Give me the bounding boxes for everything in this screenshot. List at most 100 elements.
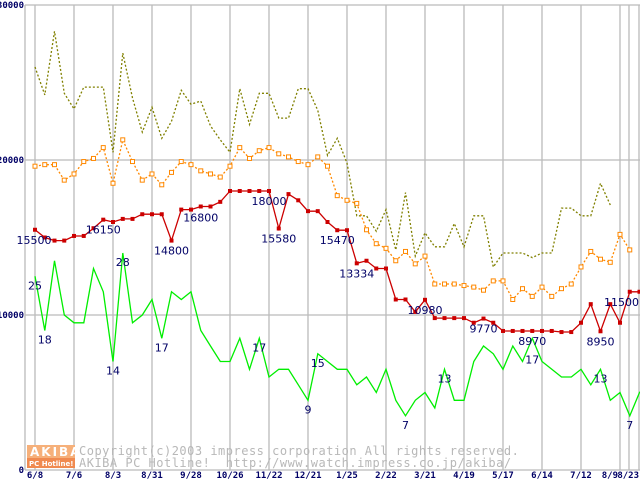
data-label-shops: 28 <box>116 256 130 269</box>
x-tick-label: 9/28 <box>180 471 202 480</box>
data-point-average <box>617 231 623 237</box>
data-point-average <box>120 137 126 143</box>
x-axis: 6/8 7/6 8/3 8/31 9/28 10/26 11/22 12/21 1/25 2/22… <box>27 471 639 480</box>
series-shops <box>34 252 640 418</box>
data-point-average <box>344 197 350 203</box>
data-label-low: 13334 <box>339 267 374 280</box>
x-tick-label: 3/21 <box>414 471 436 480</box>
data-point-average <box>461 283 467 289</box>
x-tick-label: 8/3 <box>105 471 121 480</box>
data-point-low <box>491 320 496 325</box>
data-label-low: 9770 <box>470 323 498 336</box>
data-point-average <box>510 297 516 302</box>
data-point-average <box>588 248 594 254</box>
data-point-average <box>412 261 418 267</box>
data-point-low <box>159 212 164 217</box>
data-point-low <box>520 328 525 333</box>
data-point-low <box>130 216 135 221</box>
hotline-url-text: AKIBA PC Hotline! http://www.watch.impre… <box>79 456 512 470</box>
data-point-low <box>72 233 76 238</box>
data-point-average <box>529 293 535 299</box>
data-label-low: 18000 <box>252 195 287 208</box>
data-label-low: 8950 <box>587 335 615 348</box>
data-point-average <box>334 193 340 199</box>
data-point-low <box>62 238 67 243</box>
data-point-average <box>315 154 321 160</box>
watermark: AKIBA PC Hotline! Copyright(c)2003 impre… <box>27 444 519 470</box>
data-point-low <box>374 266 379 271</box>
data-point-low <box>325 220 330 224</box>
data-point-average <box>559 286 564 292</box>
data-point-low <box>471 320 476 325</box>
data-label-shops: 17 <box>525 353 539 366</box>
data-point-average <box>159 182 165 188</box>
series-high <box>34 31 611 269</box>
data-point-low <box>276 226 281 231</box>
logo-top-box <box>27 445 75 458</box>
x-tick-label: 6/8 <box>27 471 43 480</box>
data-point-low <box>510 328 515 333</box>
data-point-average <box>490 278 496 284</box>
data-point-low <box>627 289 632 294</box>
data-labels-layer: 15500 16150 14800 16800 18000 15580 15470 13334… <box>17 195 640 432</box>
data-point-low <box>335 228 340 233</box>
data-point-average <box>188 162 194 168</box>
data-point-low <box>218 199 223 204</box>
data-point-average <box>256 148 262 154</box>
data-point-low <box>559 330 564 335</box>
data-point-low <box>267 189 271 193</box>
data-point-low <box>179 207 184 212</box>
x-tick-label: 7/6 <box>66 471 82 480</box>
data-point-low <box>345 228 349 233</box>
data-point-low <box>101 217 106 222</box>
data-point-low <box>169 238 174 243</box>
x-tick-label: 8/9 <box>602 471 618 480</box>
x-tick-label: 8/23 <box>617 471 639 480</box>
series-layer <box>32 31 640 418</box>
data-point-low <box>296 198 301 203</box>
data-label-shops: 7 <box>402 419 409 432</box>
data-point-low <box>140 212 145 217</box>
data-point-low <box>608 302 613 307</box>
data-label-shops: 18 <box>38 334 52 347</box>
data-point-average <box>451 281 457 287</box>
data-point-average <box>578 264 584 270</box>
data-point-average <box>364 227 369 233</box>
series-average <box>32 137 633 302</box>
data-point-average <box>169 169 174 175</box>
y-tick-label: 0 <box>19 466 24 476</box>
data-label-shops: 7 <box>626 419 633 432</box>
data-point-average <box>383 245 389 251</box>
data-label-shops: 25 <box>28 279 42 292</box>
data-label-shops: 14 <box>106 365 120 378</box>
x-tick-label: 12/21 <box>294 471 321 480</box>
data-point-average <box>61 177 67 183</box>
data-point-average <box>432 281 438 287</box>
data-point-low <box>81 233 86 238</box>
data-point-average <box>237 145 243 151</box>
y-tick-label: 30000 <box>0 1 24 11</box>
data-point-low <box>111 220 115 224</box>
data-point-average <box>539 284 545 290</box>
data-point-low <box>247 189 252 193</box>
data-point-low <box>462 316 466 321</box>
data-label-shops: 15 <box>311 357 325 370</box>
data-point-low <box>306 209 310 214</box>
x-tick-label: 4/19 <box>453 471 475 480</box>
data-point-low <box>189 207 193 212</box>
data-point-low <box>91 226 96 231</box>
data-label-shops: 17 <box>252 341 266 354</box>
data-point-average <box>442 281 447 287</box>
data-point-low <box>52 238 57 243</box>
data-point-average <box>325 163 330 169</box>
data-point-low <box>237 189 242 193</box>
data-label-shops: 17 <box>155 341 169 354</box>
data-point-average <box>208 171 213 177</box>
data-point-average <box>91 155 96 161</box>
data-point-average <box>373 241 379 247</box>
data-point-average <box>81 159 87 165</box>
data-point-average <box>217 174 223 180</box>
data-point-average <box>471 284 477 290</box>
data-point-low <box>384 266 388 271</box>
